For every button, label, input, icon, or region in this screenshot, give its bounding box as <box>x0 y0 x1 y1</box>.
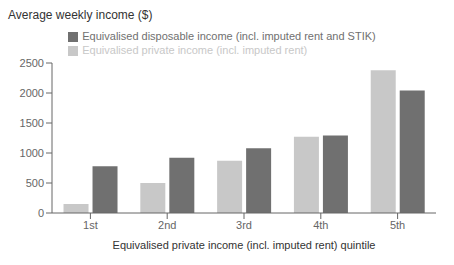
svg-text:500: 500 <box>26 177 44 189</box>
svg-text:2nd: 2nd <box>158 219 176 231</box>
html-text:Average weekly income ($): Average weekly income ($) <box>8 8 153 22</box>
html-text:Equivalised private income (in: Equivalised private income (incl. impute… <box>82 44 308 56</box>
svg-text:Equivalised private income (in: Equivalised private income (incl. impute… <box>113 239 376 251</box>
svg-text:1000: 1000 <box>20 147 44 159</box>
svg-text:1500: 1500 <box>20 117 44 129</box>
svg-text:2000: 2000 <box>20 87 44 99</box>
svg-text:3rd: 3rd <box>236 219 252 231</box>
svg-text:4th: 4th <box>313 219 328 231</box>
svg-text:0: 0 <box>38 207 44 219</box>
svg-text:2500: 2500 <box>20 57 44 69</box>
svg-text:5th: 5th <box>390 219 405 231</box>
html-text:Equivalised disposable income: Equivalised disposable income (incl. imp… <box>82 30 376 42</box>
svg-text:1st: 1st <box>83 219 98 231</box>
